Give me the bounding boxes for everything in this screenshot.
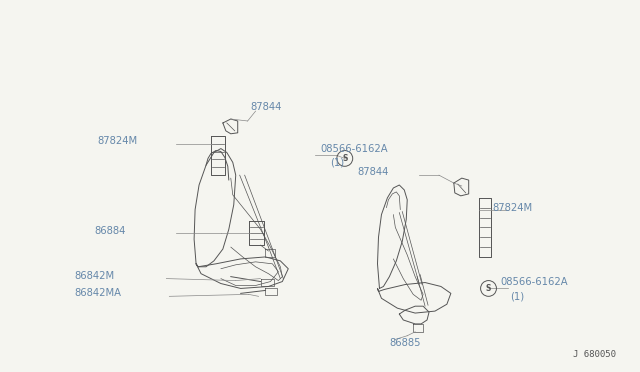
Text: 86885: 86885 — [389, 338, 421, 347]
Text: 87844: 87844 — [358, 167, 389, 177]
Text: 08566-6162A: 08566-6162A — [320, 144, 388, 154]
Text: 87824M: 87824M — [493, 203, 532, 213]
Text: 86842MA: 86842MA — [74, 288, 121, 298]
Text: 08566-6162A: 08566-6162A — [500, 276, 568, 286]
Text: S: S — [342, 154, 348, 163]
Text: 87844: 87844 — [251, 102, 282, 112]
Text: (1): (1) — [330, 157, 344, 167]
Text: 86884: 86884 — [94, 226, 125, 236]
Text: (1): (1) — [510, 291, 524, 301]
Text: S: S — [486, 284, 492, 293]
Text: 87824M: 87824M — [97, 136, 137, 146]
Text: J 680050: J 680050 — [573, 350, 616, 359]
Text: 86842M: 86842M — [74, 271, 115, 280]
